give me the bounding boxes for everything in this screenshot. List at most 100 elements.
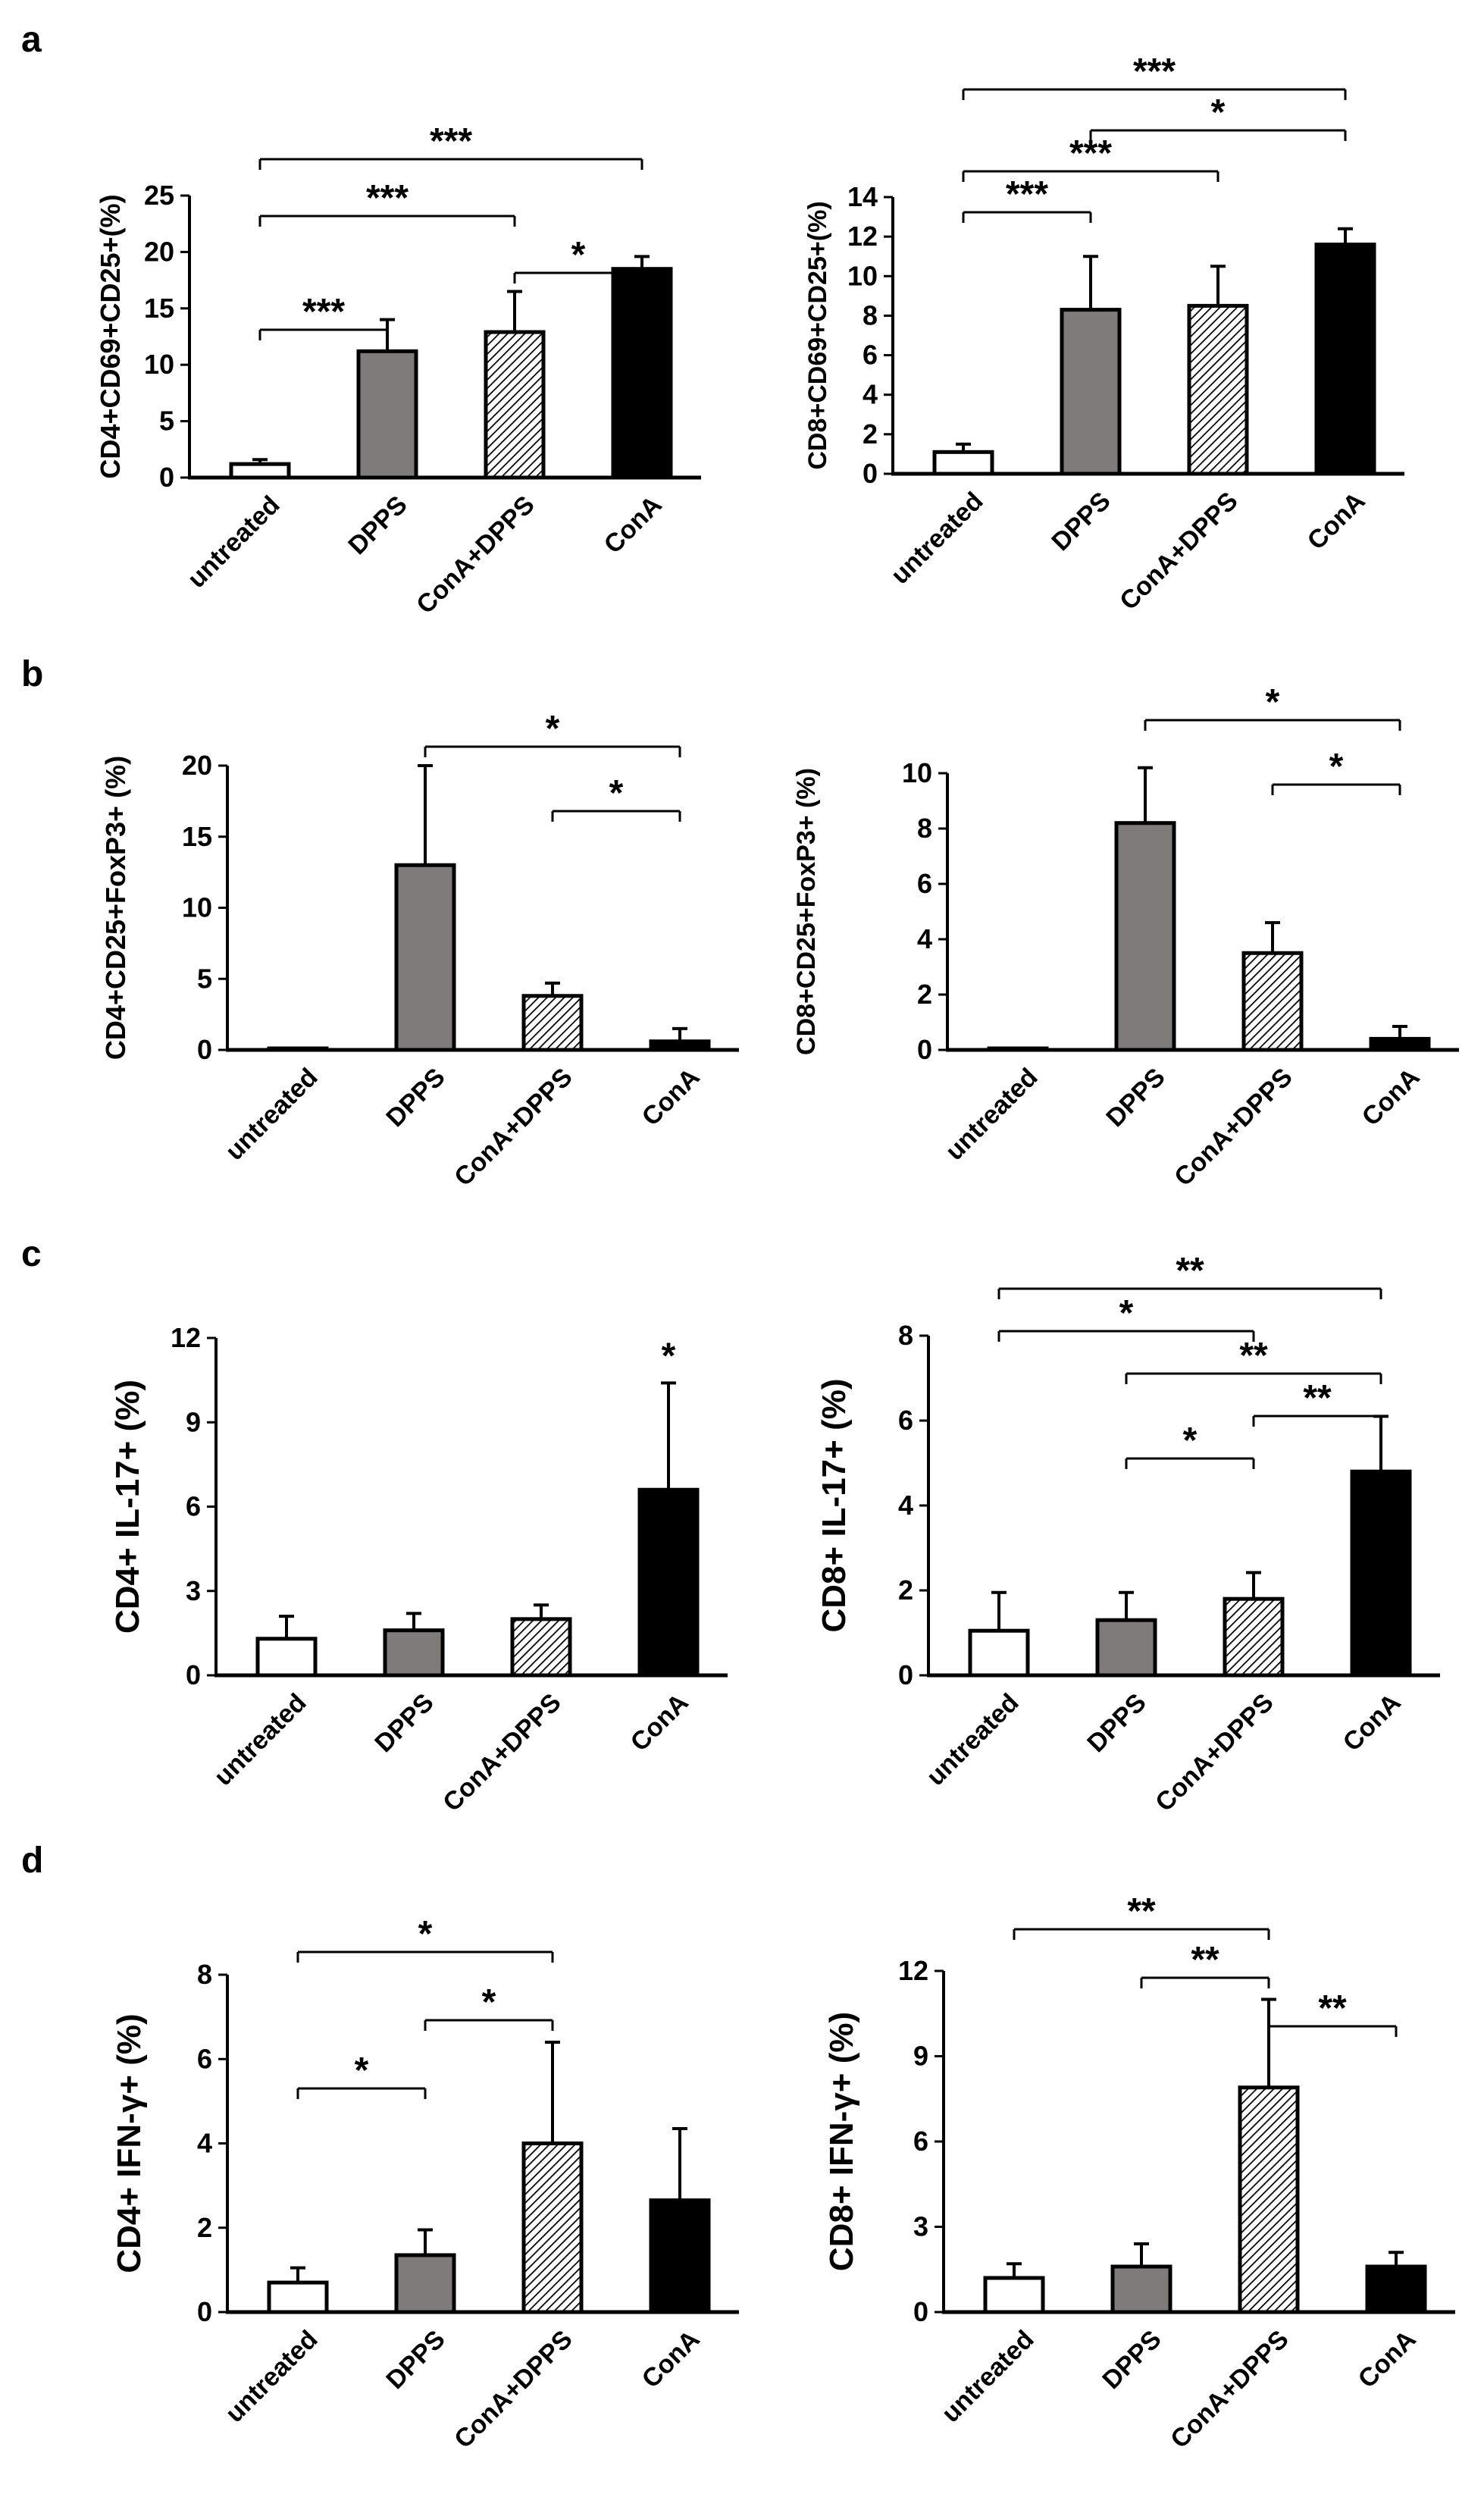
bar [1350, 1469, 1412, 1678]
y-tick-label: 0 [186, 1659, 201, 1690]
chart-c-right: 0 2 4 6 8 CD8+ IL-17+ (%) untreated DPPSConA+DP… [816, 1251, 1440, 1817]
y-tick-label: 20 [144, 236, 174, 267]
significance-label: ** [1239, 1336, 1268, 1376]
bar [1365, 2264, 1427, 2314]
category-label: ConA [1357, 1063, 1426, 1132]
y-axis-label: CD8+ IL-17+ (%) [816, 1379, 853, 1633]
bar [611, 267, 673, 480]
y-axis-label: CD4+ IL-17+ (%) [109, 1380, 146, 1634]
significance-label: * [482, 1982, 496, 2022]
bar [649, 2198, 711, 2314]
y-tick-label: 0 [898, 1659, 913, 1690]
y-tick-label: 6 [863, 340, 878, 371]
y-tick-label: 0 [917, 1034, 932, 1065]
bar [267, 1046, 329, 1052]
y-tick-label: 8 [863, 299, 878, 331]
chart-d-left: 0 2 4 6 8 CD4+ IFN-γ+ (%) untreated DPPSConA+DP… [111, 1914, 739, 2454]
y-tick-label: 0 [159, 462, 174, 493]
bar [521, 2142, 584, 2314]
panel-label-c: c [21, 1234, 42, 1274]
category-label: ConA+DPPS [449, 1063, 578, 1192]
chart-d-right: 0 3 6 9 12 CD8+ IFN-γ+ (%) untreated DPPSConA+D… [823, 1891, 1455, 2454]
y-tick-label: 10 [144, 349, 174, 380]
significance-label: * [355, 2051, 369, 2091]
bar [484, 330, 546, 480]
bar [1114, 821, 1176, 1052]
y-tick-label: 4 [917, 923, 932, 954]
category-label: ConA [625, 1688, 694, 1757]
y-tick-label: 4 [898, 1490, 913, 1521]
y-tick-label: 6 [913, 2126, 928, 2157]
y-tick-label: 10 [902, 757, 932, 788]
y-tick-label: 3 [913, 2211, 928, 2242]
bar [394, 2253, 456, 2314]
significance-label: * [609, 773, 624, 813]
category-label: DPPS [1097, 2325, 1166, 2395]
y-tick-label: 5 [159, 406, 174, 437]
bar [649, 1039, 711, 1052]
y-tick-label: 2 [863, 418, 878, 450]
significance-label: ** [1127, 1891, 1156, 1932]
significance-label: * [1329, 747, 1344, 787]
bar [1060, 308, 1122, 476]
bar [1110, 2264, 1172, 2314]
chart-a-right: 0 2 4 6 8 10 12 14 CD8+CD69+CD25+(%) untreated DPP… [803, 52, 1404, 616]
y-tick-label: 4 [863, 379, 878, 410]
category-label: untreated [885, 487, 988, 590]
significance-label: * [1266, 682, 1280, 722]
bar [983, 2276, 1045, 2314]
bar [521, 994, 584, 1052]
significance-label: *** [1006, 174, 1048, 215]
y-tick-label: 2 [898, 1574, 913, 1606]
category-label: untreated [921, 1688, 1024, 1791]
category-label: DPPS [1082, 1688, 1151, 1758]
y-tick-label: 6 [898, 1405, 913, 1436]
bar [1369, 1036, 1431, 1052]
y-tick-label: 0 [197, 1034, 212, 1065]
y-tick-label: 6 [197, 2043, 212, 2074]
category-label: DPPS [369, 1688, 439, 1758]
bar [267, 2280, 329, 2314]
category-label: ConA [637, 2325, 706, 2394]
bar [932, 450, 994, 476]
y-tick-label: 0 [863, 458, 878, 489]
significance-label: ** [1191, 1940, 1219, 1980]
y-axis-label: CD8+ IFN-γ+ (%) [823, 2012, 860, 2271]
y-axis-label: CD4+ IFN-γ+ (%) [111, 2013, 148, 2273]
y-tick-label: 10 [182, 892, 212, 923]
y-axis-label: CD8+CD25+FoxP3+ (%) [792, 768, 821, 1055]
bar [1238, 2085, 1300, 2314]
y-tick-label: 9 [186, 1406, 201, 1437]
category-label: untreated [182, 490, 285, 594]
bar [987, 1046, 1049, 1052]
chart-b-left: 0 5 10 15 20 CD4+CD25+FoxP3+ (%) untreated DPPS… [100, 709, 739, 1192]
category-label: untreated [940, 1063, 1043, 1166]
significance-label: * [1119, 1293, 1134, 1333]
y-tick-label: 20 [182, 750, 212, 781]
significance-label: *** [302, 292, 345, 332]
significance-label: *** [366, 178, 409, 218]
y-tick-label: 0 [197, 2296, 212, 2327]
bar [1241, 951, 1304, 1052]
category-label: DPPS [343, 490, 412, 560]
significance-label: * [546, 709, 560, 749]
y-tick-label: 6 [186, 1491, 201, 1522]
y-tick-label: 15 [144, 293, 174, 324]
y-tick-label: 25 [144, 180, 174, 211]
y-tick-label: 2 [197, 2212, 212, 2243]
significance-label: *** [1133, 52, 1176, 92]
chart-c-left: 0 3 6 9 12 CD4+ IL-17+ (%) untreated DPPSConA+D… [109, 1322, 728, 1817]
significance-label: *** [430, 121, 472, 161]
panel-label-b: b [21, 654, 43, 694]
y-tick-label: 8 [898, 1320, 913, 1351]
bar [356, 349, 418, 480]
significance-label: *** [1069, 133, 1112, 174]
y-tick-label: 12 [847, 221, 878, 252]
y-tick-label: 8 [917, 813, 932, 844]
significance-label: * [1211, 92, 1226, 133]
category-label: ConA [1353, 2325, 1422, 2394]
y-tick-label: 6 [917, 868, 932, 899]
